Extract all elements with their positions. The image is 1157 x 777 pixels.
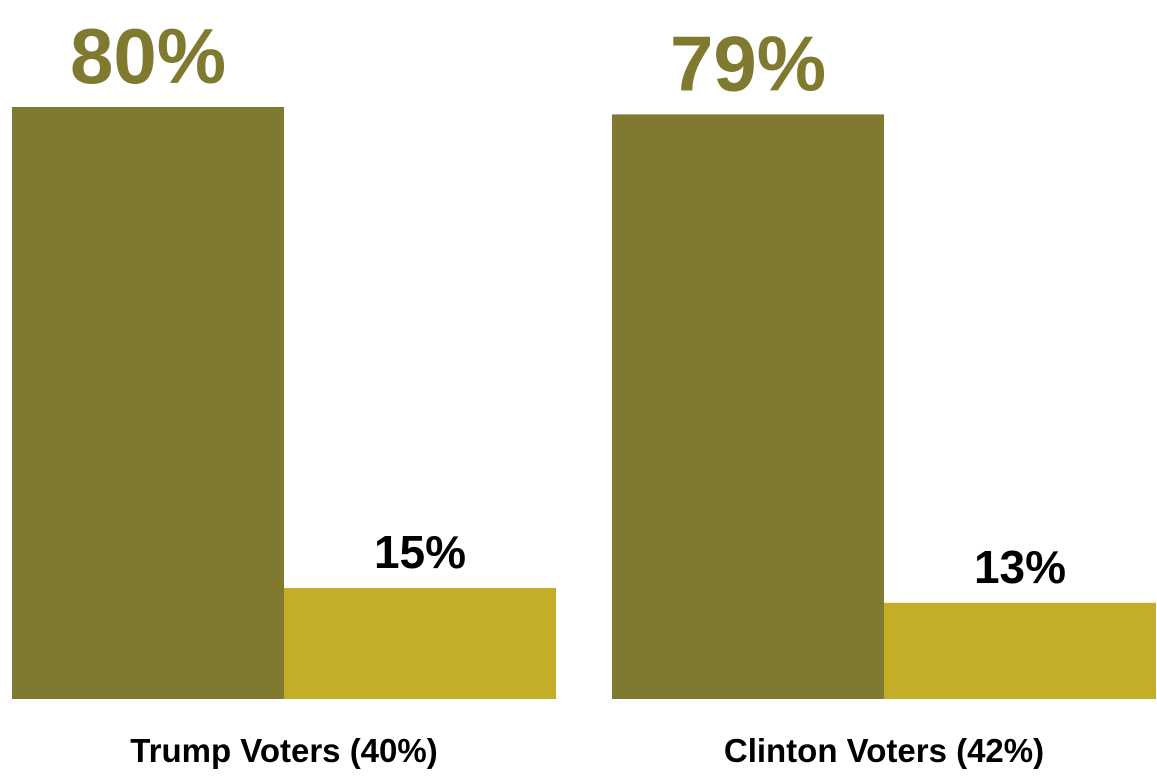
bars-layer [12,107,1156,699]
bar-trump-voters-40-series-1 [12,107,284,699]
data-label-clinton-voters-42-series-2: 13% [974,541,1066,593]
data-label-trump-voters-40-series-2: 15% [374,526,466,578]
category-labels-layer: Trump Voters (40%) Clinton Voters (42%) [130,732,1044,769]
data-labels-layer: 80% 15% 79% 13% [70,12,1066,593]
data-label-trump-voters-40-series-1: 80% [70,12,226,100]
bar-trump-voters-40-series-2 [284,588,556,699]
category-label-trump-voters-40: Trump Voters (40%) [130,732,437,769]
bar-clinton-voters-42-series-1 [612,114,884,699]
bar-clinton-voters-42-series-2 [884,602,1156,699]
category-label-clinton-voters-42: Clinton Voters (42%) [724,732,1044,769]
data-label-clinton-voters-42-series-1: 79% [670,19,826,107]
